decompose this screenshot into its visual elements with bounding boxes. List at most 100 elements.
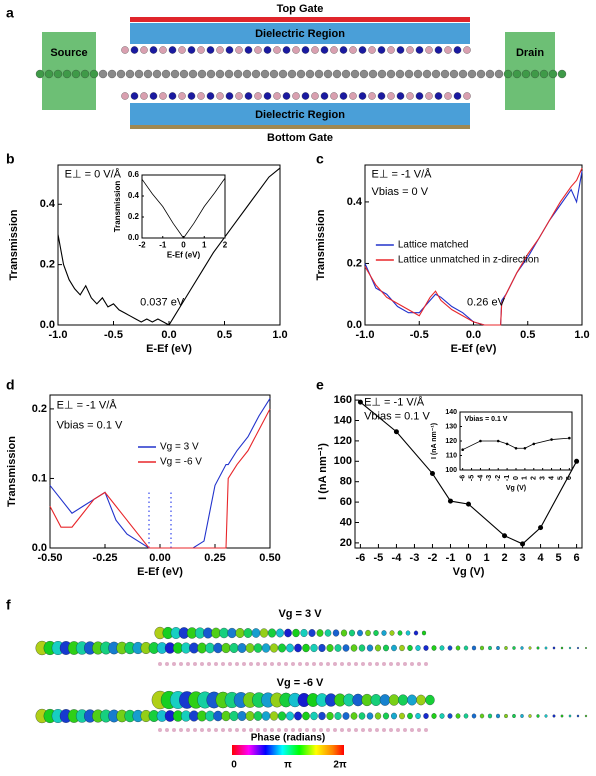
phase-blob [284, 628, 292, 638]
phase-blob [568, 714, 572, 718]
atom [326, 728, 330, 732]
atom [140, 46, 148, 54]
atom [170, 69, 180, 79]
atom [311, 46, 319, 54]
atom [242, 69, 252, 79]
x-tick-label: 0.00 [149, 552, 170, 564]
atom [284, 662, 288, 666]
drain-label: Drain [516, 47, 544, 59]
atom [249, 728, 253, 732]
atom [228, 662, 232, 666]
atom [512, 69, 522, 79]
phase-blob [316, 629, 324, 637]
atom [179, 69, 189, 79]
atom [172, 728, 176, 732]
atom [332, 69, 342, 79]
phase-blob [326, 644, 334, 652]
atom [415, 92, 424, 100]
phase-blob [374, 712, 382, 720]
data-point [520, 541, 526, 547]
atom [179, 662, 183, 666]
atom [161, 69, 171, 79]
atom [296, 69, 306, 79]
y-tick-label: 0.2 [32, 403, 47, 415]
annotation: Vbias = 0.1 V [364, 410, 430, 422]
atom [354, 728, 358, 732]
phase-blob [379, 694, 391, 706]
legend-label: Lattice unmatched in z-direction [398, 255, 539, 266]
phase-blob [358, 712, 366, 720]
atom [159, 46, 167, 54]
colorbar-title: Phase (radians) [251, 733, 325, 744]
phase-blob [370, 694, 382, 706]
x-tick-label: 0.0 [466, 329, 481, 341]
atom [277, 662, 281, 666]
phase-blob [342, 644, 350, 652]
x-tick-label: 6 [566, 476, 573, 480]
x-tick-label: 0.25 [204, 552, 225, 564]
atom [62, 69, 72, 79]
x-tick-label: -4 [392, 552, 403, 564]
data-point [447, 498, 453, 504]
x-tick-label: -0.25 [92, 552, 117, 564]
atom [440, 69, 450, 79]
atom [149, 46, 158, 54]
atom [361, 728, 365, 732]
atom [339, 46, 348, 54]
atom [152, 69, 162, 79]
atom [413, 69, 423, 79]
data-point [568, 436, 571, 440]
phase-blob [326, 712, 334, 720]
atom [444, 92, 452, 100]
x-tick-label: -1 [159, 240, 167, 249]
y-tick-label: 0.0 [347, 319, 362, 331]
y-tick-label: 0.0 [128, 233, 140, 242]
x-tick-label: 0 [465, 552, 471, 564]
x-tick-label: 5 [556, 552, 562, 564]
atom [186, 728, 190, 732]
legend-label: Lattice matched [398, 240, 469, 251]
phase-blob [245, 711, 255, 721]
colorbar-tick: 0 [231, 760, 237, 771]
phase-blob [528, 714, 532, 718]
atom [197, 69, 207, 79]
atom [233, 69, 243, 79]
atom [340, 728, 344, 732]
phase-blob [292, 628, 300, 638]
atom [298, 728, 302, 732]
phase-blob [407, 645, 413, 651]
y-axis-label: Transmission [315, 209, 327, 280]
atom [172, 662, 176, 666]
phase-blob [382, 712, 390, 720]
phase-blob [415, 712, 421, 720]
atom [116, 69, 126, 79]
atom [463, 92, 471, 100]
phase-blob [471, 645, 477, 651]
atom [485, 69, 495, 79]
atom [206, 46, 215, 54]
phase-blob [237, 643, 247, 653]
x-tick-label: 1 [483, 552, 489, 564]
atom [320, 92, 329, 100]
atom [158, 662, 162, 666]
phase-blob [251, 628, 261, 638]
atom [214, 662, 218, 666]
x-tick-label: 3 [540, 476, 547, 480]
dielectric-label: Dielectric Region [255, 28, 345, 40]
x-tick-label: -5 [374, 552, 384, 564]
atom [260, 69, 270, 79]
data-line [49, 408, 271, 549]
phase-blob [269, 643, 279, 653]
atom [270, 728, 274, 732]
atom [287, 69, 297, 79]
y-tick-label: 0.2 [347, 257, 362, 269]
y-tick-label: 0.2 [40, 259, 55, 271]
atom [291, 728, 295, 732]
phase-blob [447, 713, 453, 719]
phase-blob [397, 630, 403, 636]
device-diagram: Top Gate Dielectric Region Source Drain … [42, 3, 555, 144]
source-label: Source [50, 47, 87, 59]
phase-blob [227, 627, 237, 639]
data-point [505, 442, 509, 446]
atom [368, 728, 372, 732]
